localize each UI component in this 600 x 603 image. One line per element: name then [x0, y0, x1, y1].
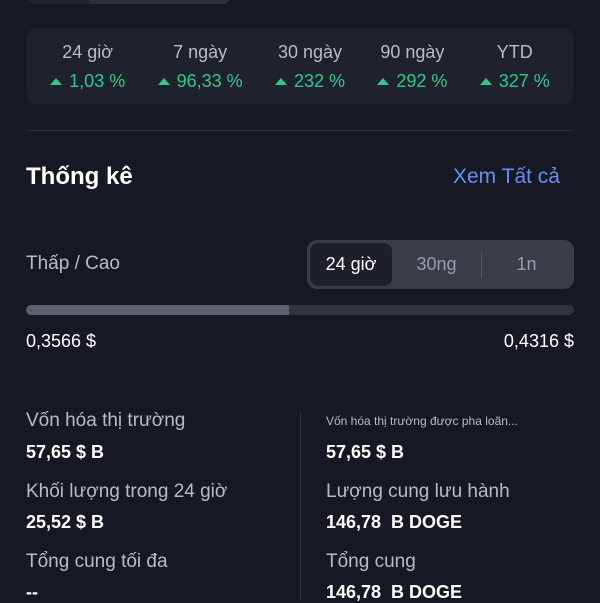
high-value: 0,4316 $	[503, 331, 574, 351]
tab-30d[interactable]: 30ng	[416, 254, 457, 274]
perf-value: 232 %	[293, 71, 346, 91]
perf-value: 292 %	[396, 71, 448, 91]
volume-24h-label: Khối lượng trong 24 giờ	[26, 481, 228, 502]
perf-90d: 90 ngày 292 %	[377, 28, 447, 104]
tab-1y[interactable]: 1n	[516, 254, 537, 274]
up-arrow-icon	[50, 78, 63, 85]
perf-label: YTD	[496, 42, 533, 62]
perf-label: 30 ngày	[277, 42, 343, 62]
perf-7d: 7 ngày 96,33 %	[157, 28, 243, 104]
selected-range[interactable]	[28, 0, 90, 4]
up-arrow-icon	[479, 78, 492, 85]
perf-value: 96,33 %	[176, 71, 243, 91]
volume-24h-value: 25,52 $ B	[26, 512, 105, 532]
divider	[26, 130, 574, 131]
see-all-link[interactable]: Xem Tất cả	[453, 165, 560, 188]
low-value: 0,3566 $	[26, 331, 97, 351]
diluted-cap-value: 57,65 $ B	[326, 442, 405, 462]
diluted-cap-label: Vốn hóa thị trường được pha loãn...	[326, 414, 518, 428]
market-cap-label: Vốn hóa thị trường	[26, 410, 186, 431]
section-title: Thống kê	[26, 163, 133, 190]
perf-value: 1,03 %	[69, 71, 126, 91]
circulating-supply-label: Lượng cung lưu hành	[326, 481, 510, 502]
column-divider	[300, 412, 301, 600]
low-high-label: Thấp / Cao	[26, 253, 120, 274]
range-segmented-control[interactable]: 24 giờ 30ng 1n	[307, 240, 574, 289]
total-supply-label: Tổng cung	[326, 551, 416, 572]
low-high-bar	[26, 305, 574, 315]
chart-range-selector[interactable]	[28, 0, 230, 4]
perf-value: 327 %	[498, 71, 550, 91]
perf-label: 7 ngày	[173, 42, 228, 62]
max-supply-label: Tổng cung tối đa	[26, 551, 168, 572]
up-arrow-icon	[377, 78, 390, 85]
perf-label: 24 giờ	[62, 42, 114, 62]
total-supply-value: 146,78 B DOGE	[326, 582, 463, 602]
perf-30d: 30 ngày 232 %	[274, 28, 346, 104]
perf-24h: 24 giờ 1,03 %	[50, 28, 125, 104]
low-high-fill	[26, 305, 290, 315]
performance-card: 24 giờ 1,03 % 7 ngày 96,33 % 30 ngày 232 % …	[26, 28, 574, 104]
separator	[481, 251, 482, 278]
tab-24h[interactable]: 24 giờ	[310, 243, 392, 286]
market-cap-value: 57,65 $ B	[26, 442, 105, 462]
perf-ytd: YTD 327 %	[479, 28, 550, 104]
up-arrow-icon	[157, 78, 170, 85]
max-supply-value: --	[26, 582, 38, 602]
circulating-supply-value: 146,78 B DOGE	[326, 512, 463, 532]
perf-label: 90 ngày	[380, 42, 445, 62]
up-arrow-icon	[274, 78, 287, 85]
